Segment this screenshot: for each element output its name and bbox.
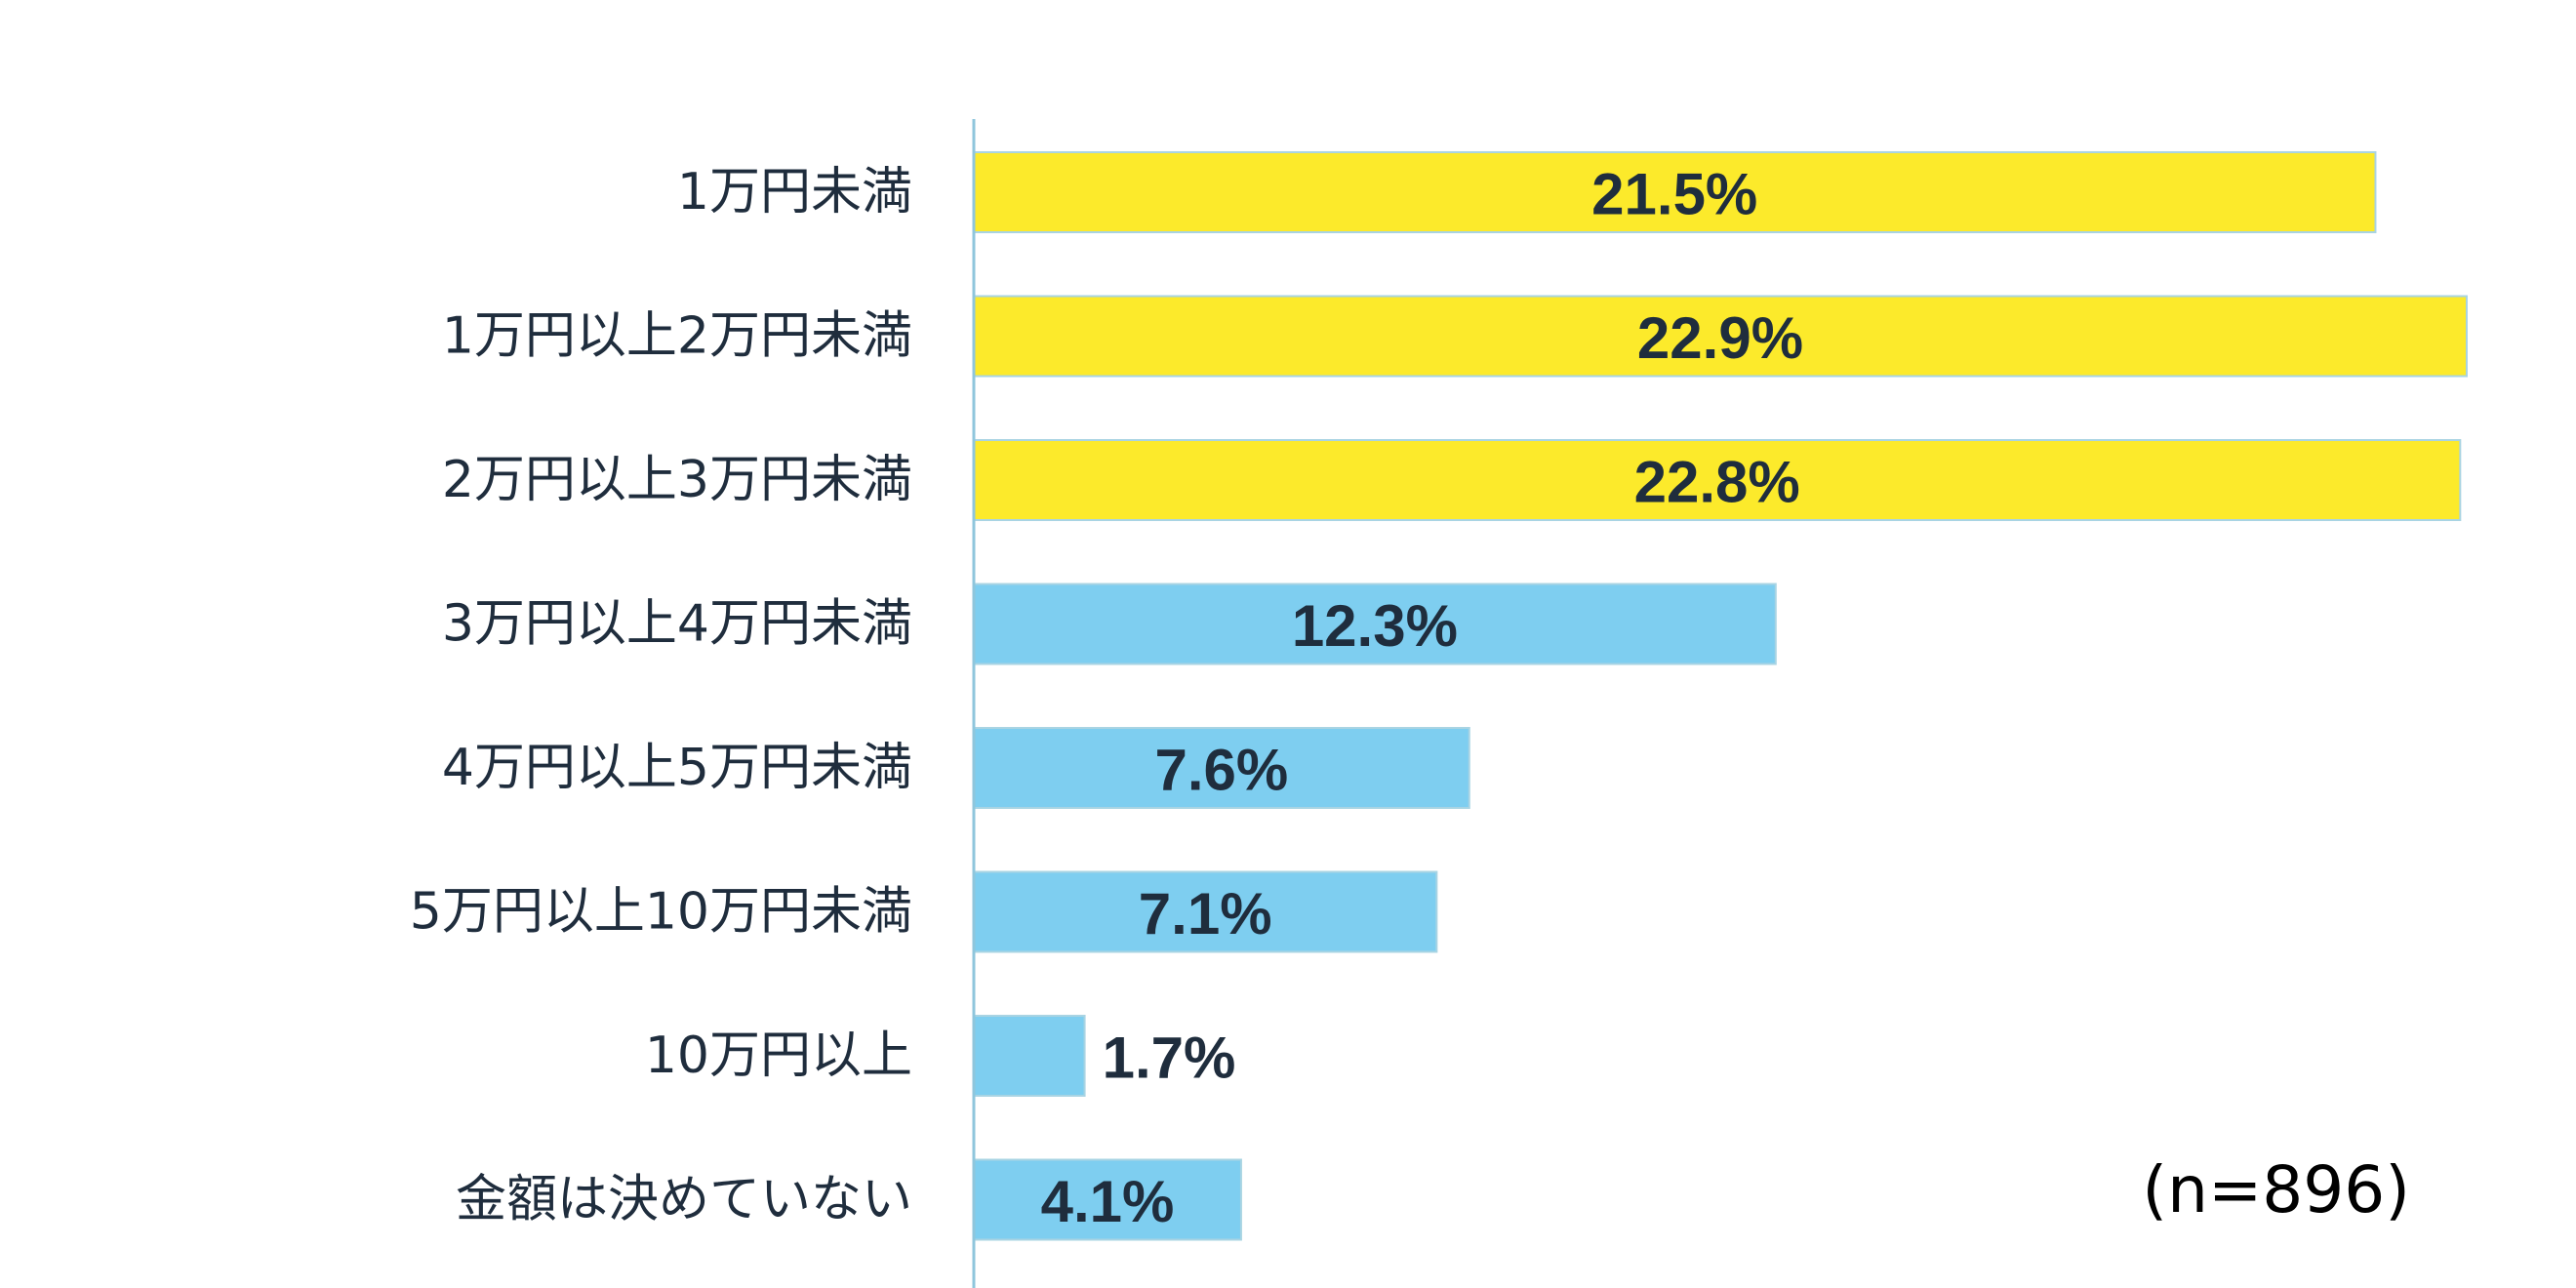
- category-labels: 1万円未満 1万円以上2万円未満 2万円以上3万円未満 3万円以上4万円未満 4万円以上…: [410, 163, 912, 1229]
- value-labels: 21.5% 22.9% 22.8% 12.3% 7.6% 7.1% 1.7% 4.1%: [1041, 162, 1803, 1235]
- bar: [973, 727, 1470, 809]
- category-label: 3万円以上4万円未満: [442, 595, 912, 654]
- category-label: 2万円以上3万円未満: [442, 451, 912, 509]
- value-label: 21.5%: [1591, 162, 1757, 227]
- value-label: 7.6%: [1155, 738, 1289, 803]
- bar: [973, 870, 1438, 953]
- value-label: 12.3%: [1292, 593, 1458, 659]
- value-label: 22.8%: [1634, 450, 1800, 515]
- category-label: 5万円以上10万円未満: [410, 883, 912, 942]
- bar: [973, 151, 2377, 233]
- sample-size-note: (n=896): [2142, 1152, 2410, 1228]
- category-label: 金額は決めていない: [456, 1171, 912, 1229]
- value-label: 4.1%: [1041, 1169, 1175, 1234]
- value-label: 7.1%: [1139, 881, 1272, 946]
- category-label: 1万円未満: [677, 163, 912, 221]
- bar: [973, 439, 2462, 521]
- bars: [973, 151, 2468, 1241]
- category-label: 1万円以上2万円未満: [442, 307, 912, 366]
- bar: [973, 295, 2468, 378]
- bar: [973, 1015, 1086, 1097]
- value-label: 22.9%: [1637, 305, 1803, 371]
- category-label: 10万円以上: [645, 1026, 912, 1085]
- category-label: 4万円以上5万円未満: [442, 739, 912, 797]
- value-label: 1.7%: [1103, 1026, 1236, 1091]
- bar: [973, 583, 1777, 665]
